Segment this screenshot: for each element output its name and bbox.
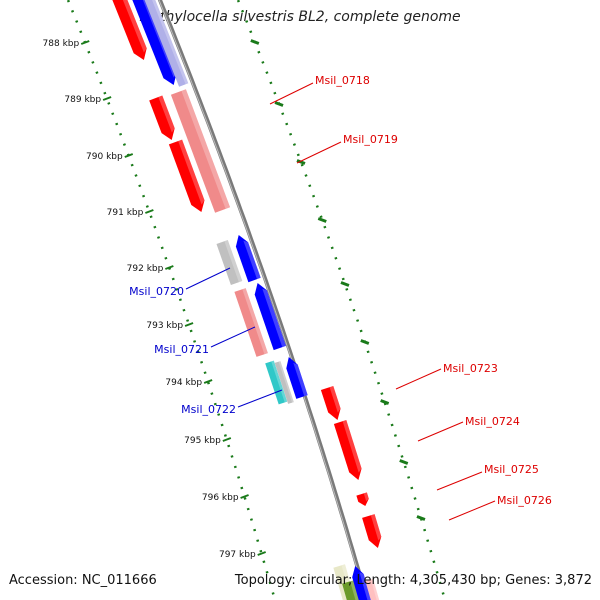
scale-label: 788 kbp <box>43 39 80 49</box>
gene-shading <box>243 240 261 280</box>
gene-arrow-forward <box>112 0 147 60</box>
gene-shading <box>224 240 243 283</box>
scale-label: 794 kbp <box>165 378 202 388</box>
scale-tick <box>80 40 90 45</box>
scale-tick <box>165 265 174 270</box>
scale-major-tick <box>250 39 260 45</box>
scale-label: 796 kbp <box>202 493 239 503</box>
scale-major-tick <box>399 459 409 465</box>
gene-arrow-forward <box>333 420 362 480</box>
gene-shading <box>370 578 380 600</box>
accession-text: Accession: NC_011666 <box>9 573 157 588</box>
gene-leader-line <box>269 82 314 105</box>
scale-tick <box>203 379 213 384</box>
gene-arrow-gray <box>274 361 294 404</box>
gene-leader-line <box>395 368 442 390</box>
gene-shading <box>262 288 286 348</box>
gene-arrow-forward <box>356 492 369 506</box>
gene-shading <box>178 139 205 205</box>
gene-arrow-gray <box>216 240 243 285</box>
scale-major-tick <box>317 217 327 223</box>
gene-shading <box>293 362 308 397</box>
scale-tick <box>102 96 112 101</box>
gene-arrow-forward <box>149 95 175 140</box>
gene-arrow-forward-light <box>234 288 268 357</box>
gene-leader-line <box>237 389 283 408</box>
gene-arrow-reverse <box>132 0 177 85</box>
genome-title: Methylocella silvestris BL2, complete ge… <box>139 9 461 25</box>
gene-shading <box>350 580 360 600</box>
scale-label: 790 kbp <box>86 152 123 162</box>
gene-label: Msil_0725 <box>484 463 539 476</box>
gene-shading <box>278 361 294 403</box>
scale-tick <box>145 209 154 214</box>
gene-shading <box>342 420 362 473</box>
gene-arrow-reverse <box>352 566 372 600</box>
gene-arrow-reverse <box>254 283 286 351</box>
gene-shading <box>122 0 147 53</box>
gene-shading <box>329 386 341 413</box>
gene-arrow-pink <box>365 578 380 600</box>
scale-tick <box>240 494 249 499</box>
gene-arrow-reverse <box>235 235 261 283</box>
backbone-highlight <box>158 0 367 600</box>
scale-label: 797 kbp <box>219 550 256 560</box>
gene-arrow-forward <box>168 139 205 212</box>
gene-arrow-cyan <box>265 360 288 405</box>
scale-major-tick <box>340 281 350 287</box>
gene-shading <box>271 360 288 403</box>
gene-label: Msil_0722 <box>181 403 236 416</box>
gene-leader-line <box>448 500 496 521</box>
gene-label: Msil_0723 <box>443 362 498 375</box>
genome-backbone <box>157 0 370 600</box>
scale-major-tick <box>416 515 426 521</box>
scale-ring-inner <box>66 0 277 600</box>
scale-major-tick <box>274 101 284 107</box>
gene-shading <box>363 492 369 502</box>
scale-tick <box>222 437 232 442</box>
gene-label: Msil_0719 <box>343 133 398 146</box>
scale-tick <box>184 322 194 327</box>
gene-arrow-forward <box>320 386 341 420</box>
scale-major-tick <box>360 339 370 345</box>
gene-arrow-forward <box>362 514 382 548</box>
scale-label: 793 kbp <box>146 321 183 331</box>
scale-major-tick <box>380 399 390 405</box>
gene-shading <box>359 572 372 600</box>
scale-tick <box>257 551 267 556</box>
gene-shading <box>370 514 382 541</box>
gene-shading <box>242 288 268 355</box>
gene-label: Msil_0720 <box>129 285 184 298</box>
gene-shading <box>158 95 175 133</box>
genome-stats-text: Topology: circular; Length: 4,305,430 bp… <box>234 573 592 588</box>
scale-label: 795 kbp <box>184 436 221 446</box>
gene-label: Msil_0726 <box>497 494 552 507</box>
gene-leader-line <box>210 326 256 348</box>
gene-label: Msil_0724 <box>465 415 520 428</box>
gene-label: Msil_0721 <box>154 343 209 356</box>
gene-leader-line <box>185 267 231 290</box>
scale-ring-outer <box>236 0 447 600</box>
gene-arrow-reverse <box>286 357 308 399</box>
gene-leader-line <box>417 421 464 442</box>
gene-shading <box>181 89 231 209</box>
gene-leader-line <box>436 471 483 491</box>
scale-tick <box>124 153 134 158</box>
gene-shading <box>152 0 189 85</box>
gene-leader-line <box>296 141 342 164</box>
gene-label: Msil_0718 <box>315 74 370 87</box>
scale-major-tick <box>296 159 306 165</box>
scale-label: 791 kbp <box>107 208 144 218</box>
gene-arrow-reverse-faded <box>144 0 189 87</box>
gene-arrow-forward-light <box>170 89 231 213</box>
scale-label: 792 kbp <box>127 264 164 274</box>
scale-label: 789 kbp <box>64 95 101 105</box>
